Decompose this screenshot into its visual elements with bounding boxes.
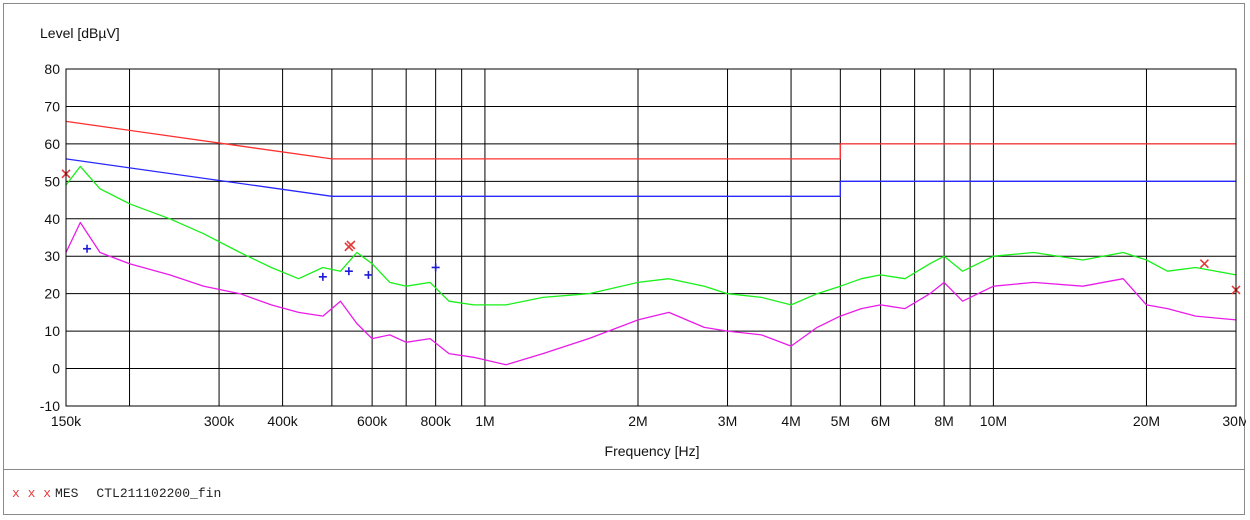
average-measurement-marker bbox=[318, 272, 327, 281]
average-measurement-marker bbox=[83, 244, 92, 253]
y-axis-label: Level [dBµV] bbox=[40, 25, 120, 41]
y-tick-label: -10 bbox=[40, 398, 60, 414]
x-tick-label: 8M bbox=[934, 413, 953, 429]
x-tick-label: 30M bbox=[1222, 413, 1246, 429]
marker-stroke bbox=[1199, 259, 1209, 269]
series-layer bbox=[65, 120, 1237, 366]
chart-frame: Level [dBµV] Frequency [Hz] -10 0 10 20 30 40… bbox=[3, 3, 1246, 515]
x-tick-label: 600k bbox=[357, 413, 388, 429]
x-tick-label: 2M bbox=[628, 413, 647, 429]
y-tick-label: 50 bbox=[44, 173, 60, 189]
x-tick-label: 1M bbox=[475, 413, 494, 429]
x-tick-label: 10M bbox=[980, 413, 1007, 429]
measurement-marker-icons: x x x bbox=[12, 486, 52, 501]
ticks-layer: -10 0 10 20 30 40 50 60 70 80 150k 300k 400k 600k 800k… bbox=[40, 61, 1246, 429]
marker-stroke bbox=[346, 240, 356, 250]
x-axis-label: Frequency [Hz] bbox=[605, 443, 700, 459]
x-tick-label: 6M bbox=[871, 413, 890, 429]
series-line bbox=[65, 165, 1237, 306]
y-tick-label: 60 bbox=[44, 136, 60, 152]
average-measurement-marker bbox=[431, 263, 440, 272]
x-tick-label: 5M bbox=[831, 413, 850, 429]
footer-divider bbox=[4, 469, 1244, 470]
legend-footer: x x x MES CTL211102200_fin bbox=[12, 486, 221, 501]
grid bbox=[65, 68, 1237, 407]
y-tick-label: 20 bbox=[44, 286, 60, 302]
file-name: CTL211102200_fin bbox=[96, 486, 222, 501]
emission-chart: Level [dBµV] Frequency [Hz] -10 0 10 20 30 40… bbox=[40, 25, 1246, 459]
plot-border bbox=[65, 68, 1237, 407]
x-tick-label: 4M bbox=[781, 413, 800, 429]
x-tick-label: 150k bbox=[51, 413, 82, 429]
measurement-label: MES bbox=[55, 486, 79, 501]
x-tick-label: 20M bbox=[1133, 413, 1160, 429]
series-line bbox=[65, 221, 1237, 366]
final-measurement-marker bbox=[346, 240, 356, 250]
y-tick-label: 70 bbox=[44, 98, 60, 114]
x-tick-label: 3M bbox=[718, 413, 737, 429]
series-line bbox=[65, 120, 1236, 160]
y-tick-label: 0 bbox=[52, 361, 60, 377]
x-tick-label: 400k bbox=[267, 413, 298, 429]
average-measurement-marker bbox=[344, 267, 353, 276]
final-measurement-marker bbox=[1199, 259, 1209, 269]
markers-layer bbox=[61, 169, 1241, 295]
y-tick-label: 30 bbox=[44, 248, 60, 264]
series-line bbox=[65, 158, 1236, 197]
y-tick-label: 40 bbox=[44, 211, 60, 227]
y-tick-label: 80 bbox=[44, 61, 60, 77]
x-tick-label: 800k bbox=[420, 413, 451, 429]
x-tick-label: 300k bbox=[204, 413, 235, 429]
y-tick-label: 10 bbox=[44, 323, 60, 339]
average-measurement-marker bbox=[364, 270, 373, 279]
